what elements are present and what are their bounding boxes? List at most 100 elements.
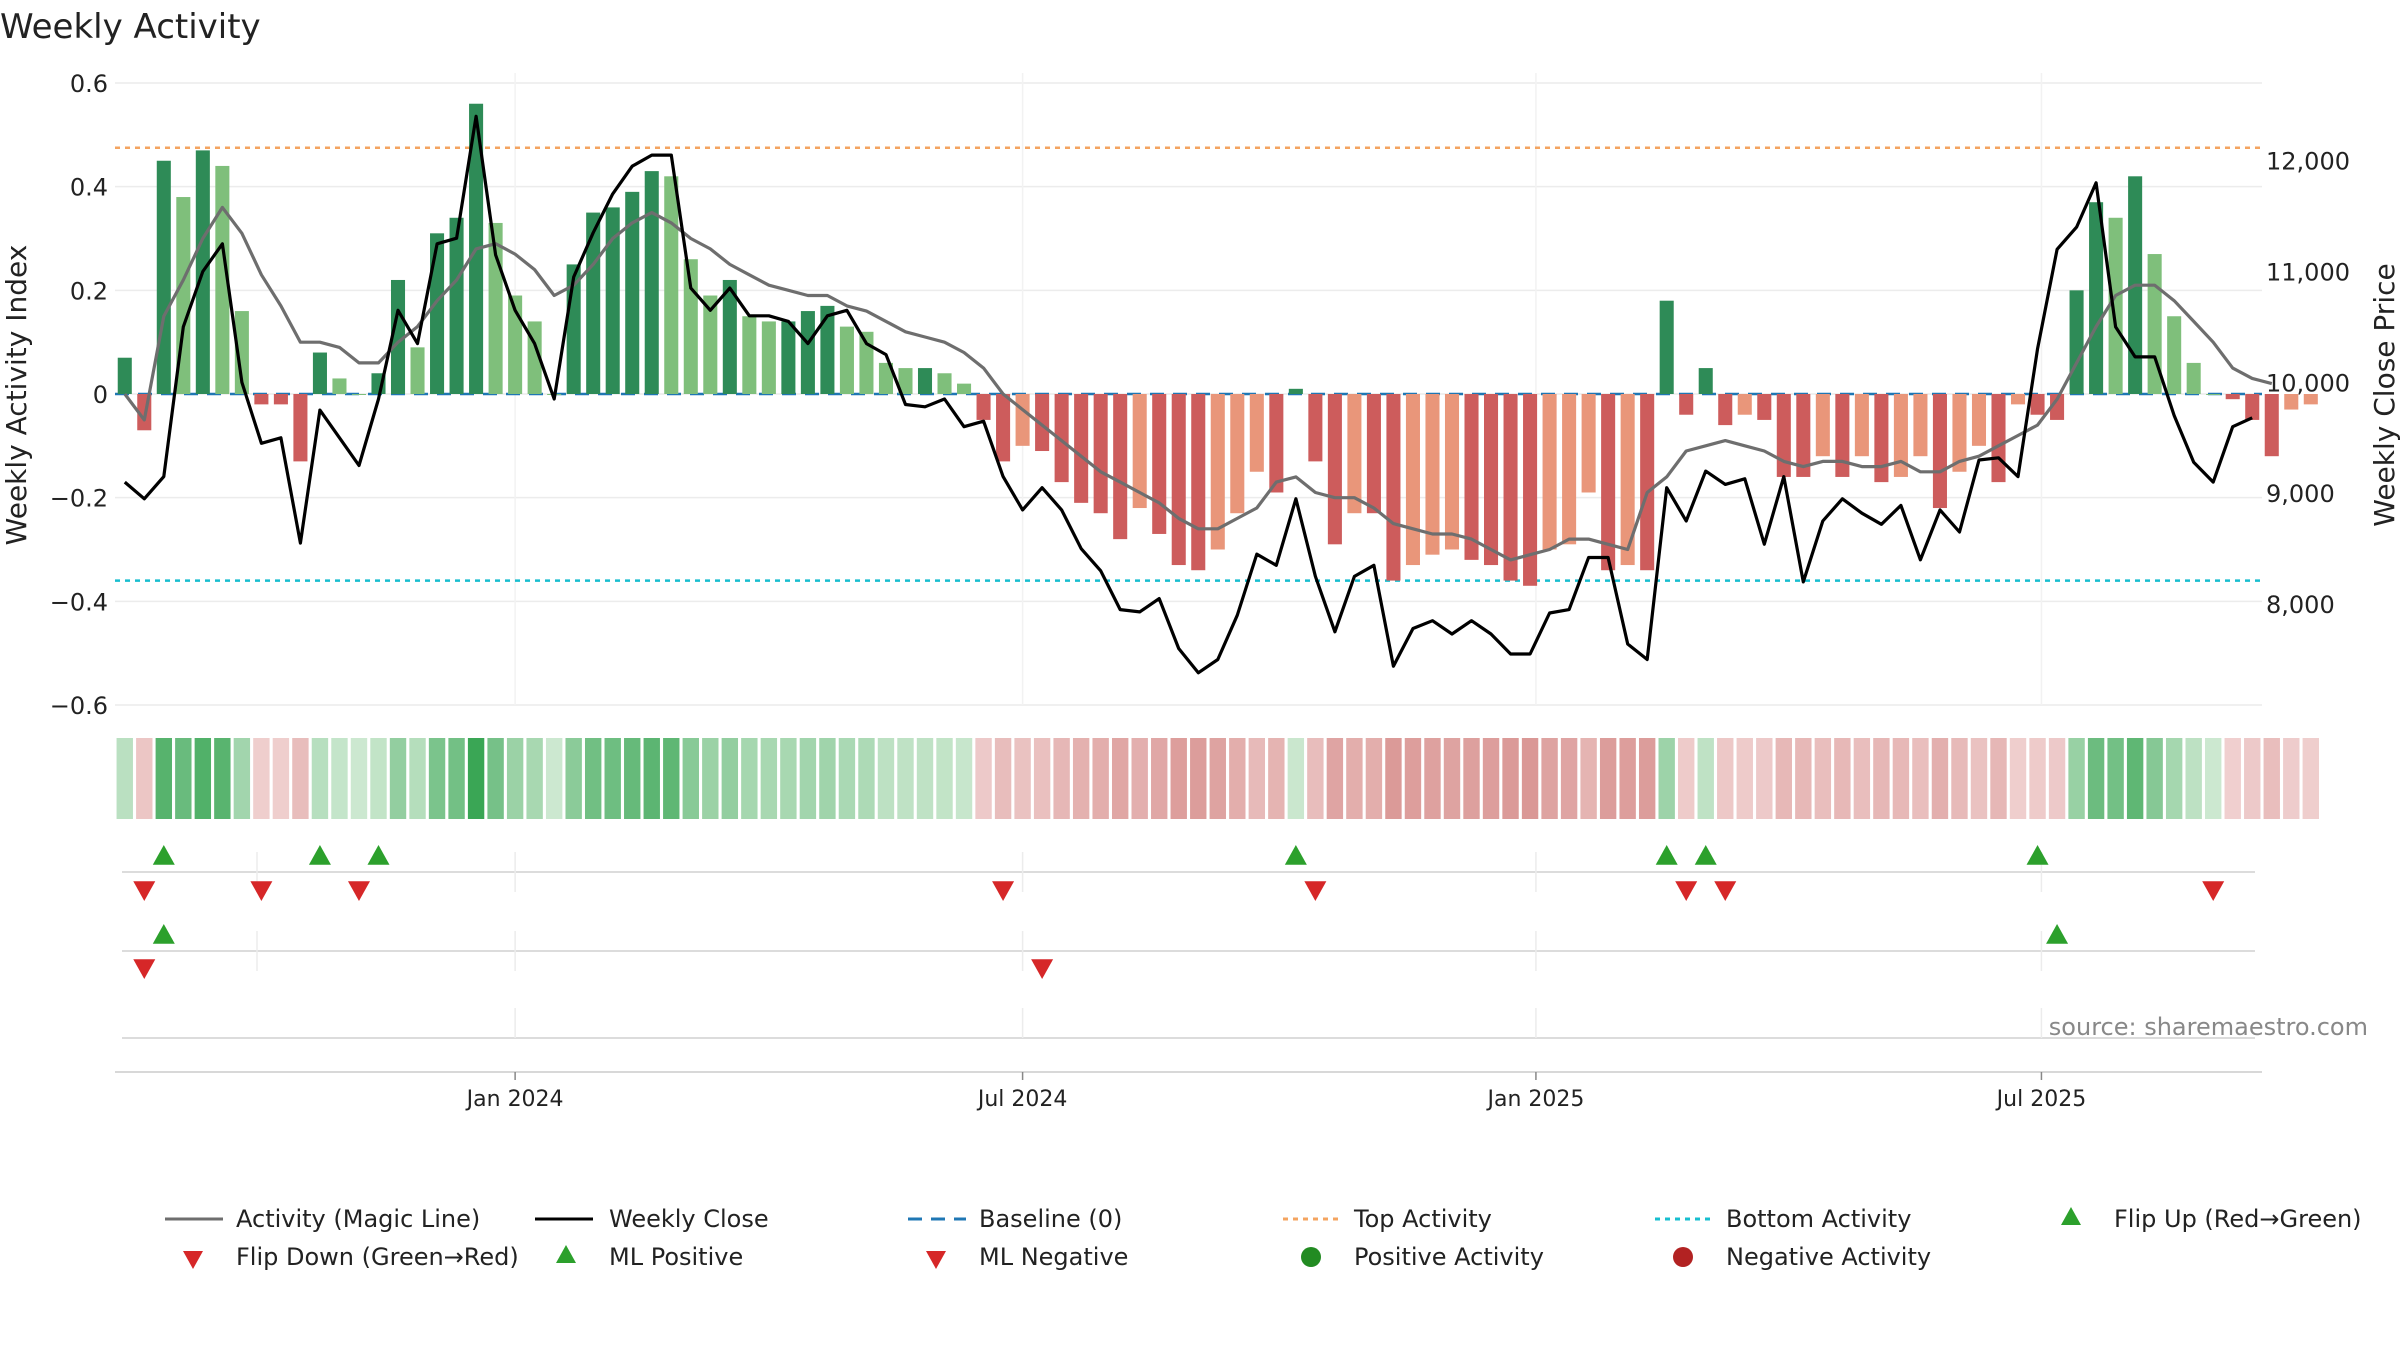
activity-bar: [1327, 394, 1342, 545]
strip-cell: [428, 738, 446, 819]
strip-cell: [1775, 738, 1793, 819]
activity-bar: [215, 165, 230, 394]
activity-bar: [156, 160, 171, 394]
strip-cell: [1190, 738, 1207, 819]
activity-bar: [1132, 394, 1147, 509]
activity-bar: [1991, 394, 2006, 483]
strip-cell: [155, 738, 172, 819]
activity-bar: [1698, 368, 1713, 394]
strip-cell: [2263, 738, 2280, 819]
strip-cell: [2068, 738, 2085, 819]
activity-bar: [722, 279, 737, 394]
strip-cell: [2107, 738, 2124, 819]
flip-down-marker: [347, 881, 370, 901]
strip-cell: [1346, 738, 1363, 819]
strip-cell: [1072, 738, 1090, 819]
strip-cell: [916, 738, 934, 819]
activity-bar: [1659, 300, 1674, 394]
strip-cell: [897, 738, 914, 819]
series-lines: [123, 114, 2273, 675]
strip-cell: [663, 738, 680, 819]
x-tick-label: Jul 2025: [1995, 1087, 2087, 1112]
flip-up-marker: [152, 845, 175, 865]
strip-cell: [994, 738, 1012, 819]
activity-bar: [1015, 394, 1030, 446]
legend-swatch-flip-up: [2061, 1207, 2081, 1225]
strip-cell: [1717, 738, 1734, 819]
activity-bar: [2206, 394, 2221, 395]
strip-cell: [292, 738, 309, 819]
activity-bar: [937, 373, 952, 394]
strip-cell: [1931, 738, 1949, 819]
strip-cell: [2146, 738, 2163, 819]
legend-swatch-ml-positive: [556, 1245, 576, 1263]
activity-bar: [2050, 394, 2065, 420]
y-left-tick-label: 0.6: [70, 70, 108, 98]
strip-cell: [2224, 738, 2241, 819]
strip-cell: [1443, 738, 1461, 819]
x-tick-label: Jul 2024: [976, 1087, 1068, 1112]
flip-down-marker: [2202, 881, 2225, 901]
flip-up-marker: [1655, 845, 1678, 865]
strip-cell: [1853, 738, 1871, 819]
activity-bar: [1893, 394, 1908, 477]
activity-bar: [390, 279, 406, 394]
strip-cell: [350, 738, 368, 819]
activity-bar: [1464, 394, 1479, 560]
strip-cell: [331, 738, 348, 819]
strip-cell: [1092, 738, 1109, 819]
activity-bar: [449, 217, 464, 394]
signal-markers: [122, 845, 2255, 1269]
strip-cell: [604, 738, 621, 819]
activity-bar: [1386, 394, 1401, 581]
activity-bar: [1913, 394, 1928, 457]
strip-cell: [1248, 738, 1266, 819]
strip-cell: [643, 738, 660, 819]
strip-cell: [1560, 738, 1578, 819]
activity-bar: [293, 394, 308, 462]
activity-bar: [1757, 394, 1772, 420]
strip-cell: [2302, 738, 2319, 819]
activity-bar: [1308, 394, 1323, 462]
activity-bar: [761, 321, 776, 394]
strip-cell: [194, 738, 212, 819]
y-right-tick-label: 8,000: [2266, 591, 2335, 619]
strip-cell: [1756, 738, 1773, 819]
activity-bar: [800, 311, 815, 394]
activity-bar: [1249, 394, 1264, 472]
ml-negative-marker: [1031, 959, 1054, 979]
legend-label-close: Weekly Close: [609, 1205, 769, 1233]
legend-label-posact: Positive Activity: [1354, 1243, 1544, 1271]
flip-up-marker: [2026, 845, 2049, 865]
strip-cell: [409, 738, 426, 819]
activity-bar: [1971, 394, 1987, 446]
activity-bar: [1523, 394, 1538, 586]
legend-label-mlneg: ML Negative: [979, 1243, 1128, 1271]
strip-cell: [467, 738, 485, 819]
activity-strip: [116, 738, 2319, 819]
strip-cell: [1424, 738, 1441, 819]
strip-cell: [1580, 738, 1597, 819]
ml-positive-marker: [152, 924, 175, 944]
activity-bar: [273, 394, 288, 405]
y-left-tick-label: −0.2: [50, 485, 108, 513]
legend-label-mlpos: ML Positive: [609, 1243, 743, 1271]
strip-cell: [780, 738, 797, 819]
strip-cell: [1111, 738, 1129, 819]
strip-cell: [526, 738, 543, 819]
flip-up-marker: [367, 845, 390, 865]
activity-bar: [1503, 394, 1518, 581]
y-right-tick-label: 10,000: [2266, 369, 2350, 397]
activity-bar: [254, 394, 269, 405]
flip-up-marker: [1284, 845, 1307, 865]
flip-down-marker: [1304, 881, 1327, 901]
strip-cell: [1658, 738, 1675, 819]
flip-up-marker: [308, 845, 331, 865]
strip-cell: [1482, 738, 1500, 819]
strip-cell: [682, 738, 699, 819]
strip-cell: [838, 738, 856, 819]
activity-bar: [1620, 394, 1635, 566]
strip-cell: [565, 738, 582, 819]
strip-cell: [1697, 738, 1714, 819]
activity-bar: [1815, 394, 1830, 457]
